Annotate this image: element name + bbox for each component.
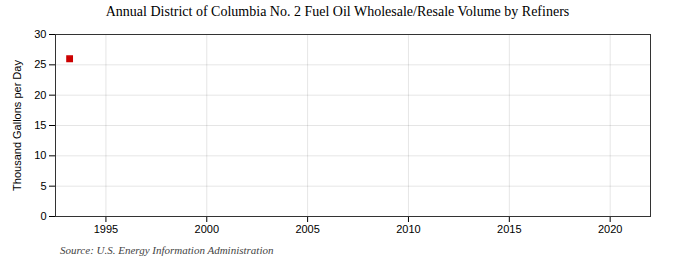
svg-text:25: 25 [34, 58, 46, 70]
svg-text:20: 20 [34, 89, 46, 101]
svg-text:1995: 1995 [94, 223, 118, 235]
svg-text:30: 30 [34, 28, 46, 40]
svg-text:Thousand Gallons per Day: Thousand Gallons per Day [11, 60, 23, 191]
svg-text:2005: 2005 [295, 223, 319, 235]
svg-text:15: 15 [34, 119, 46, 131]
svg-text:2000: 2000 [195, 223, 219, 235]
svg-text:10: 10 [34, 149, 46, 161]
svg-text:2010: 2010 [396, 223, 420, 235]
html-text:Source: U.S. Energy Informatio: Source: U.S. Energy Information Administ… [60, 244, 274, 256]
svg-text:2015: 2015 [497, 223, 521, 235]
svg-text:2020: 2020 [598, 223, 622, 235]
html-text:Annual District of Columbia No: Annual District of Columbia No. 2 Fuel O… [105, 4, 570, 19]
svg-text:0: 0 [40, 210, 46, 222]
svg-text:5: 5 [40, 180, 46, 192]
